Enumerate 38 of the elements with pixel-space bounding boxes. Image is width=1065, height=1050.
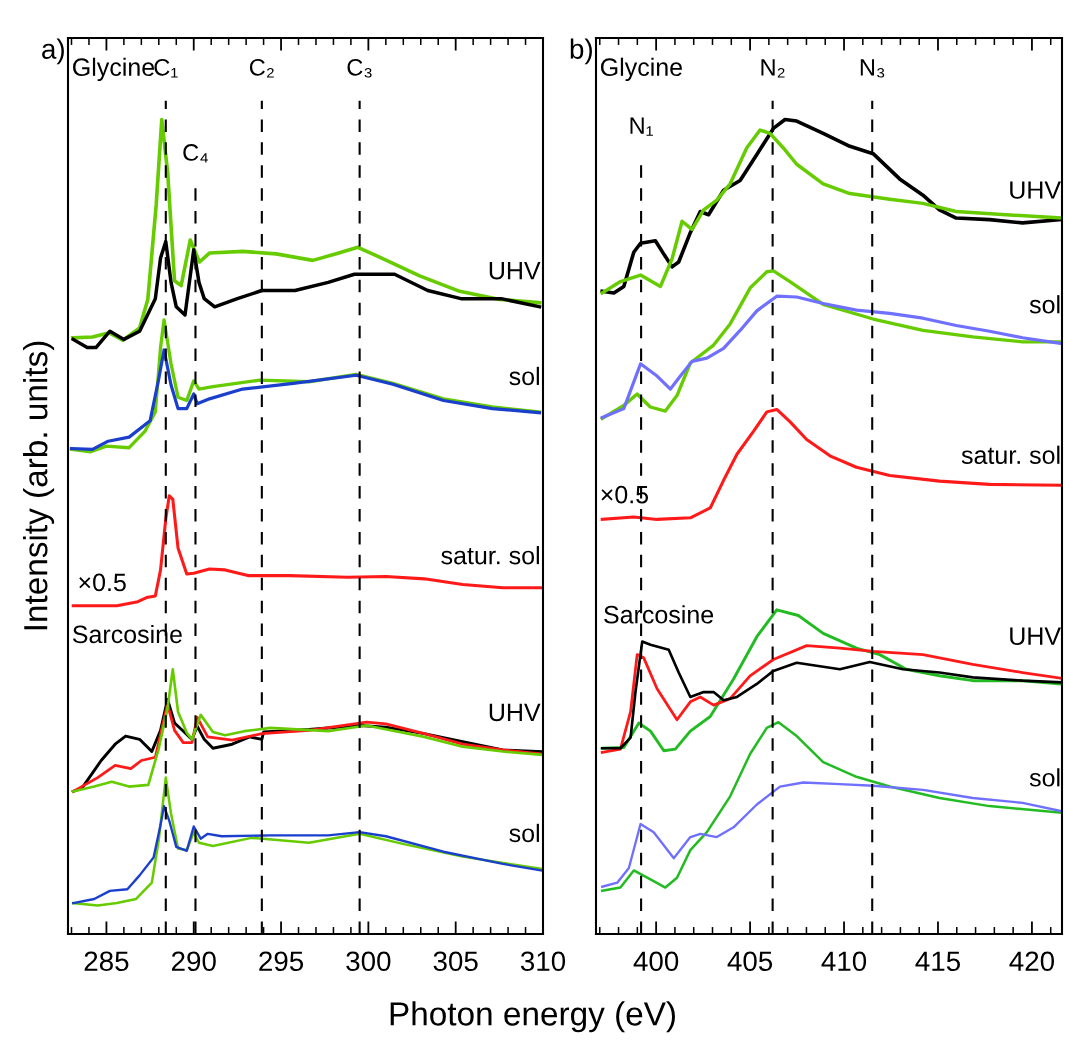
- ref-line-label: N₁: [630, 117, 653, 136]
- annotation: sol: [1029, 295, 1060, 314]
- annotation: sol: [509, 366, 539, 386]
- annotation: Sarcosine: [604, 605, 714, 624]
- annotation: ×0.5: [79, 573, 126, 592]
- chart-title: a): [42, 38, 64, 65]
- annotation: sol: [509, 823, 539, 843]
- x-tick-label: 415: [915, 951, 960, 972]
- x-tick-label: 410: [821, 951, 867, 972]
- annotation: UHV: [1010, 181, 1061, 199]
- annotation: UHV: [489, 262, 541, 280]
- x-tick-label: 285: [84, 951, 129, 972]
- y-axis-title: Intensity (arb. units): [23, 341, 55, 630]
- annotation: UHV: [1010, 627, 1061, 646]
- annotation: Sarcosine: [72, 624, 182, 644]
- x-tick-label: 420: [1009, 951, 1055, 972]
- x-tick-label: 290: [171, 951, 216, 972]
- x-tick-label: 405: [727, 951, 773, 972]
- annotation: satur. sol: [441, 546, 539, 565]
- ref-line-label: C₂: [249, 58, 274, 78]
- chart-title: b): [570, 38, 592, 65]
- x-tick-label: 310: [520, 951, 566, 972]
- text: Glycine: [73, 57, 155, 82]
- x-tick-label: 300: [346, 951, 391, 972]
- text: Glycine: [600, 57, 682, 82]
- annotation: ×0.5: [601, 485, 649, 504]
- x-axis-title: Photon energy (eV): [390, 1001, 675, 1033]
- ref-line-label: C₄: [183, 144, 208, 163]
- x-tick-label: 305: [433, 951, 478, 972]
- ref-line-label: C₁: [154, 58, 178, 78]
- annotation: UHV: [489, 703, 541, 722]
- x-tick-label: 400: [633, 951, 679, 972]
- annotation: satur. sol: [961, 445, 1060, 465]
- ref-line-label: N₂: [761, 59, 785, 78]
- x-tick-label: 295: [259, 951, 304, 972]
- annotation: sol: [1029, 768, 1060, 787]
- ref-line-label: C₃: [347, 58, 372, 78]
- ref-line-label: N₃: [860, 59, 885, 78]
